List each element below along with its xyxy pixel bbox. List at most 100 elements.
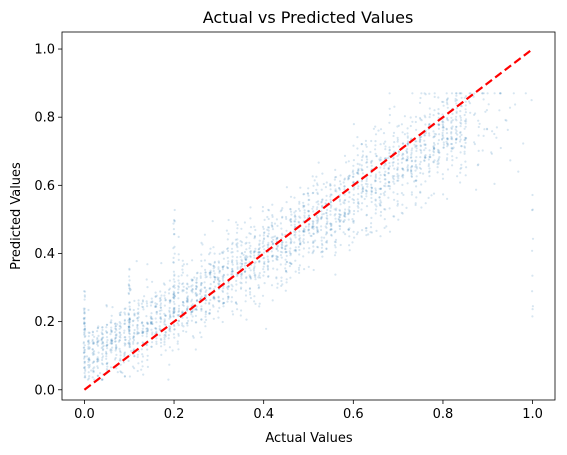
data-point (419, 191, 421, 193)
data-point (276, 237, 278, 239)
data-point (147, 355, 149, 357)
data-point (93, 336, 95, 338)
data-point (124, 319, 126, 321)
data-point (138, 304, 140, 306)
data-point (329, 195, 331, 197)
data-point (128, 332, 130, 334)
data-point (308, 232, 310, 234)
data-point (186, 274, 188, 276)
data-point (303, 268, 305, 270)
x-tick-label: 0.0 (74, 407, 95, 422)
data-point (357, 193, 359, 195)
data-point (330, 228, 332, 230)
data-point (182, 330, 184, 332)
data-point (88, 332, 90, 334)
data-point (303, 205, 305, 207)
data-point (455, 102, 457, 104)
data-point (338, 218, 340, 220)
data-point (195, 348, 197, 350)
data-point (339, 214, 341, 216)
data-point (397, 203, 399, 205)
data-point (281, 246, 283, 248)
data-point (442, 129, 444, 131)
data-point (493, 133, 495, 135)
data-point (84, 291, 86, 293)
data-point (227, 282, 229, 284)
data-point (425, 132, 427, 134)
data-point (361, 164, 363, 166)
data-point (459, 132, 461, 134)
data-point (141, 335, 143, 337)
data-point (464, 147, 466, 149)
data-point (401, 154, 403, 156)
data-point (268, 226, 270, 228)
data-point (280, 210, 282, 212)
data-point (464, 128, 466, 130)
data-point (329, 210, 331, 212)
data-point (130, 350, 132, 352)
data-point (168, 334, 170, 336)
data-point (446, 117, 448, 119)
data-point (169, 311, 171, 313)
data-point (169, 288, 171, 290)
data-point (181, 322, 183, 324)
data-point (286, 261, 288, 263)
data-point (353, 213, 355, 215)
data-point (446, 145, 448, 147)
data-point (392, 175, 394, 177)
data-point (437, 166, 439, 168)
data-point (272, 243, 274, 245)
data-point (258, 260, 260, 262)
data-point (243, 254, 245, 256)
data-point (100, 339, 102, 341)
data-point (127, 312, 129, 314)
data-point (178, 253, 180, 255)
data-point (320, 210, 322, 212)
data-point (460, 119, 462, 121)
data-point (447, 107, 449, 109)
data-point (240, 273, 242, 275)
data-point (276, 268, 278, 270)
data-point (262, 240, 264, 242)
data-point (281, 283, 283, 285)
data-point (232, 313, 234, 315)
data-point (253, 226, 255, 228)
data-point (410, 170, 412, 172)
data-point (272, 216, 274, 218)
data-point (264, 219, 266, 221)
data-point (266, 229, 268, 231)
data-point (164, 338, 166, 340)
data-point (128, 284, 130, 286)
data-point (245, 262, 247, 264)
data-point (137, 370, 139, 372)
data-point (384, 148, 386, 150)
data-point (231, 273, 233, 275)
data-point (379, 181, 381, 183)
data-point (353, 222, 355, 224)
data-point (84, 296, 86, 298)
data-point (169, 299, 171, 301)
data-point (465, 111, 467, 113)
data-point (531, 99, 533, 101)
data-point (200, 291, 202, 293)
data-point (289, 265, 291, 267)
data-point (168, 337, 170, 339)
data-point (254, 229, 256, 231)
data-point (96, 365, 98, 367)
data-point (365, 193, 367, 195)
data-point (222, 280, 224, 282)
data-point (490, 151, 492, 153)
data-point (169, 280, 171, 282)
data-point (133, 355, 135, 357)
data-point (172, 296, 174, 298)
data-point (298, 235, 300, 237)
data-point (334, 254, 336, 256)
data-point (348, 175, 350, 177)
data-point (87, 341, 89, 343)
data-point (433, 109, 435, 111)
data-point (320, 225, 322, 227)
data-point (370, 162, 372, 164)
data-point (320, 229, 322, 231)
data-point (128, 360, 130, 362)
data-point (177, 279, 179, 281)
